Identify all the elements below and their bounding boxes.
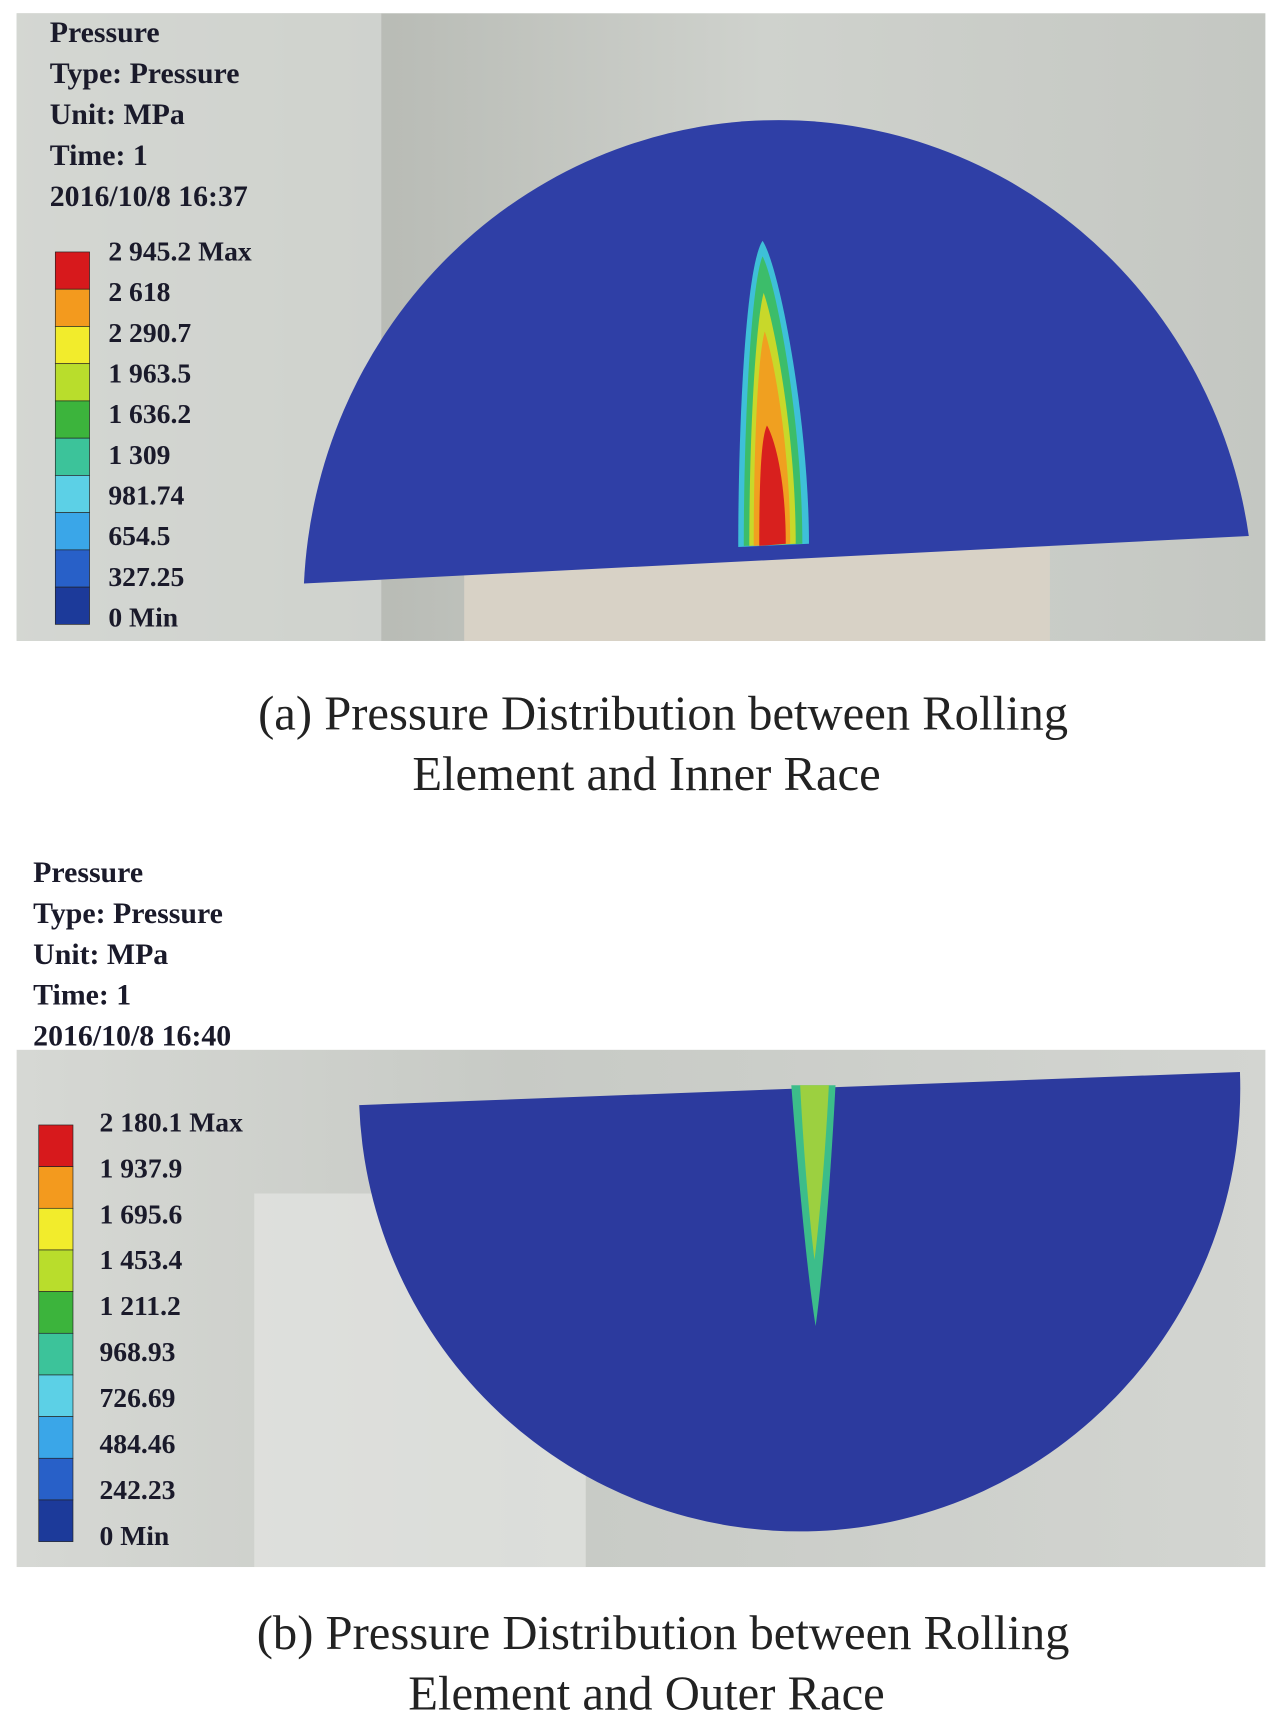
legend-header: Type: Pressure: [50, 57, 240, 90]
legend-label: 0 Min: [100, 1520, 170, 1551]
legend-swatch: [54, 251, 90, 290]
legend-header: Pressure: [50, 16, 160, 49]
legend-label: 1 963.5: [108, 358, 191, 389]
legend-swatch: [38, 1249, 74, 1292]
caption: Element and Inner Race: [412, 747, 880, 801]
legend-label: 654.5: [108, 520, 170, 551]
contact-zone: [759, 425, 786, 546]
legend-header: 2016/10/8 16:37: [50, 180, 248, 213]
legend-label: 1 453.4: [100, 1244, 183, 1275]
legend-swatch: [38, 1499, 74, 1542]
legend-swatch: [38, 1124, 74, 1167]
legend-label: 484.46: [100, 1428, 176, 1459]
legend-swatch: [54, 512, 90, 551]
legend-swatch: [38, 1166, 74, 1209]
legend-label: 1 636.2: [108, 398, 191, 429]
contact-zone: [800, 1085, 829, 1260]
caption: (b) Pressure Distribution between Rollin…: [257, 1606, 1070, 1660]
content: Pressure Type: Pressure Unit: MPa Time: 1 20…: [33, 16, 1069, 1720]
legend-label: 2 945.2 Max: [108, 236, 252, 267]
legend-label: 726.69: [100, 1382, 176, 1413]
legend-header: 2016/10/8 16:40: [33, 1020, 231, 1053]
legend-swatch: [38, 1207, 74, 1251]
legend-label: 1 211.2: [100, 1290, 181, 1321]
legend-swatch: [54, 363, 90, 402]
legend-header: Pressure: [33, 856, 143, 889]
legend-swatch: [38, 1332, 74, 1376]
legend-label: 242.23: [100, 1474, 176, 1505]
legend-label: 968.93: [100, 1336, 176, 1367]
legend-swatch: [38, 1374, 74, 1417]
legend-label: 981.74: [108, 480, 184, 511]
caption: (a) Pressure Distribution between Rollin…: [258, 686, 1068, 740]
legend-label: 0 Min: [108, 602, 178, 633]
legend-header: Unit: MPa: [33, 938, 168, 971]
legend-swatch: [54, 437, 90, 476]
legend-swatch: [54, 586, 90, 625]
legend-swatch: [38, 1416, 74, 1459]
legend-label: 327.25: [108, 561, 184, 592]
legend-swatch: [38, 1457, 74, 1501]
caption: Element and Outer Race: [408, 1667, 884, 1721]
legend-swatch: [38, 1291, 74, 1334]
legend-swatch: [54, 288, 90, 327]
legend-label: 2 180.1 Max: [100, 1106, 244, 1137]
legend-label: 2 618: [108, 276, 170, 307]
legend-swatch: [54, 326, 90, 365]
legend-swatch: [54, 475, 90, 513]
legend-swatch: [54, 400, 90, 439]
legend-label: 2 290.7: [108, 317, 191, 348]
legend-label: 1 937.9: [100, 1152, 183, 1183]
legend-header: Time: 1: [33, 979, 131, 1012]
legend-label: 1 309: [108, 439, 170, 470]
half-disc: [359, 1071, 1241, 1532]
legend-header: Time: 1: [50, 139, 148, 172]
legend-header: Unit: MPa: [50, 98, 185, 131]
legend-label: 1 695.6: [100, 1198, 183, 1229]
legend-swatch: [54, 549, 90, 588]
legend-header: Type: Pressure: [33, 897, 223, 930]
